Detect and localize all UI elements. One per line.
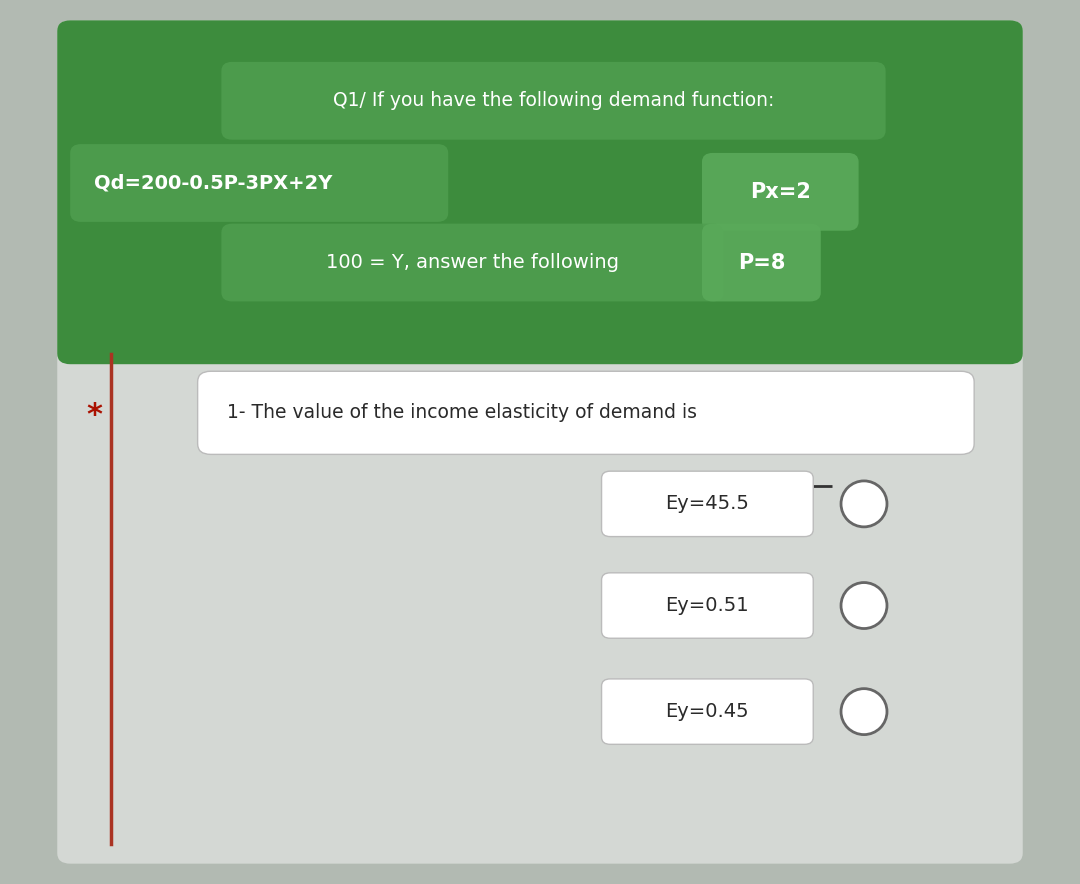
FancyBboxPatch shape xyxy=(57,20,1023,864)
Ellipse shape xyxy=(841,583,887,629)
Text: *: * xyxy=(86,401,102,430)
FancyBboxPatch shape xyxy=(57,20,1023,364)
FancyBboxPatch shape xyxy=(702,224,821,301)
Bar xyxy=(70,328,1010,354)
Text: Ey=45.5: Ey=45.5 xyxy=(665,494,750,514)
FancyBboxPatch shape xyxy=(602,679,813,744)
Text: Ey=0.45: Ey=0.45 xyxy=(665,702,750,721)
Text: Qd=200-0.5P-3PX+2Y: Qd=200-0.5P-3PX+2Y xyxy=(94,173,333,193)
FancyBboxPatch shape xyxy=(221,62,886,140)
FancyBboxPatch shape xyxy=(70,144,448,222)
FancyBboxPatch shape xyxy=(602,471,813,537)
Text: Px=2: Px=2 xyxy=(750,182,811,202)
Text: P=8: P=8 xyxy=(738,253,785,272)
Text: Ey=0.51: Ey=0.51 xyxy=(665,596,750,615)
FancyBboxPatch shape xyxy=(602,573,813,638)
Text: Q1/ If you have the following demand function:: Q1/ If you have the following demand fun… xyxy=(333,91,774,110)
FancyBboxPatch shape xyxy=(702,153,859,231)
Ellipse shape xyxy=(841,689,887,735)
Text: 100 = Y, answer the following: 100 = Y, answer the following xyxy=(326,253,619,272)
FancyBboxPatch shape xyxy=(198,371,974,454)
Ellipse shape xyxy=(841,481,887,527)
FancyBboxPatch shape xyxy=(221,224,724,301)
Text: 1- The value of the income elasticity of demand is: 1- The value of the income elasticity of… xyxy=(227,403,697,423)
